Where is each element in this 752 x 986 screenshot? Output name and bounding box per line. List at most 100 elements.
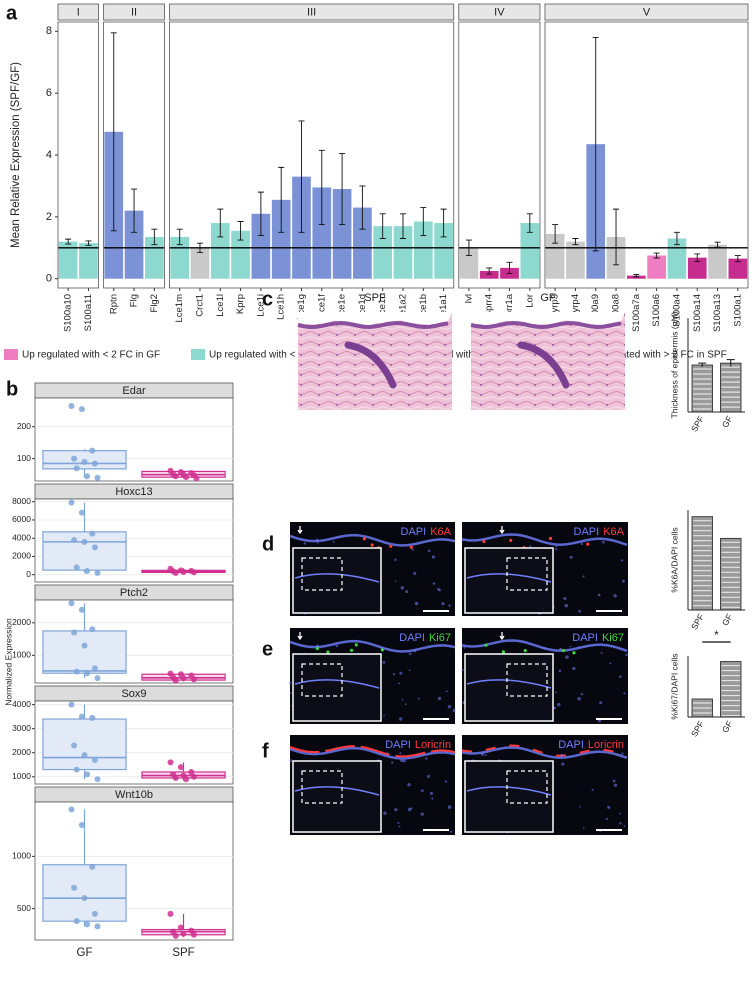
- nucleus-speck: [554, 691, 557, 694]
- error-bar: [552, 224, 559, 244]
- bar: [210, 223, 230, 279]
- error-bar: [633, 273, 640, 278]
- nucleus-speck: [559, 647, 563, 651]
- data-point: [71, 537, 78, 544]
- category-label: Lce1b: [418, 294, 429, 320]
- nucleus-speck: [580, 692, 584, 696]
- y-tick-label: 2000: [12, 551, 31, 561]
- y-tick-label: 4: [46, 149, 52, 161]
- bar: [708, 244, 727, 279]
- y-tick-label: 6: [46, 87, 52, 99]
- panel-letter: f: [262, 740, 269, 762]
- inset-signal: [466, 573, 552, 583]
- nucleus-speck: [601, 540, 605, 544]
- y-tick-label: 8000: [12, 496, 31, 506]
- x-tick-label: GF: [720, 719, 735, 734]
- facet-label: III: [307, 6, 316, 18]
- marker-speck: [509, 538, 513, 543]
- nucleus-speck: [461, 668, 464, 672]
- x-tick-label: SPF: [689, 414, 706, 433]
- nucleus-speck: [448, 604, 451, 607]
- legend-label: Up regulated with < 2 FC in GF: [22, 350, 160, 361]
- he-follicle: [517, 341, 570, 389]
- error-bar: [613, 208, 620, 266]
- marker-stain: K6A: [603, 526, 624, 538]
- nucleus-speck: [441, 602, 445, 606]
- category-label: Sprr4: [484, 294, 495, 317]
- y-tick-label: 6000: [12, 514, 31, 524]
- y-axis-label: %K6A/DAPI cells: [669, 527, 679, 592]
- nucleus-speck: [432, 582, 436, 585]
- nucleus-speck: [623, 825, 626, 828]
- data-point: [84, 771, 91, 778]
- data-point: [91, 756, 98, 763]
- data-point: [172, 473, 179, 480]
- data-point: [78, 713, 85, 720]
- nucleus-speck: [481, 752, 485, 756]
- category-label: Lce1a2: [398, 294, 409, 325]
- nucleus-speck: [607, 805, 611, 809]
- facet-border: [169, 21, 455, 289]
- nucleus-speck: [582, 826, 585, 829]
- panel-letter: d: [262, 533, 274, 555]
- y-tick-label: 4000: [12, 699, 31, 709]
- marker-speck: [354, 643, 358, 647]
- data-point: [68, 402, 75, 409]
- error-bar: [379, 213, 386, 239]
- panel-letter: a: [6, 2, 18, 24]
- bar: [667, 238, 687, 279]
- bar: [312, 187, 332, 279]
- nucleus-speck: [553, 706, 557, 710]
- inset: [292, 547, 382, 614]
- y-tick-label: 4000: [12, 532, 31, 542]
- data-point: [89, 714, 96, 721]
- bar: [459, 247, 479, 279]
- nucleus-speck: [452, 708, 456, 713]
- data-point: [94, 776, 101, 783]
- y-tick-label: 500: [17, 903, 31, 913]
- marker-speck: [572, 651, 576, 655]
- error-bar: [151, 228, 158, 246]
- y-axis-label: Mean Relative Expression (SPF/GF): [10, 62, 22, 248]
- nucleus-speck: [591, 788, 594, 791]
- data-point: [89, 626, 96, 633]
- bar: [58, 241, 78, 279]
- facet-strip: [169, 3, 455, 21]
- bar: [190, 247, 210, 279]
- data-point: [68, 499, 75, 506]
- panel-letter: b: [6, 378, 18, 400]
- nucleus-speck: [420, 812, 424, 816]
- y-tick-label: 0: [26, 569, 31, 579]
- data-point: [190, 931, 197, 938]
- data-point: [89, 530, 96, 537]
- bar: [124, 210, 144, 279]
- error-bar: [486, 267, 493, 275]
- facet-label: V: [643, 6, 651, 18]
- legend-label: Up regulated with < 2 FC in SPF: [209, 350, 353, 361]
- nucleus-speck: [288, 681, 292, 685]
- zoom-box: [301, 557, 343, 591]
- stain-label: DAPI Ki67: [399, 632, 451, 644]
- nucleus-speck: [315, 538, 319, 542]
- bar: [728, 258, 748, 279]
- bar: [647, 255, 666, 279]
- nucleus-speck: [623, 692, 626, 695]
- error-bar: [506, 261, 513, 274]
- nucleus-speck: [563, 596, 567, 600]
- data-point: [190, 773, 197, 780]
- nucleus-speck: [564, 603, 568, 608]
- nucleus-speck: [529, 545, 532, 548]
- nucleus-speck: [413, 571, 417, 575]
- data-point: [81, 538, 88, 545]
- nucleus-speck: [572, 666, 576, 671]
- bar: [231, 230, 250, 279]
- data-point: [167, 759, 174, 766]
- bar: [271, 199, 291, 279]
- marker-speck: [501, 650, 506, 654]
- nucleus-speck: [397, 821, 400, 824]
- x-tick-label: GF: [77, 947, 93, 959]
- nucleus-stain: DAPI: [558, 739, 584, 751]
- data-point: [188, 768, 195, 775]
- panel-letter: c: [262, 288, 273, 310]
- marker-speck: [586, 542, 590, 546]
